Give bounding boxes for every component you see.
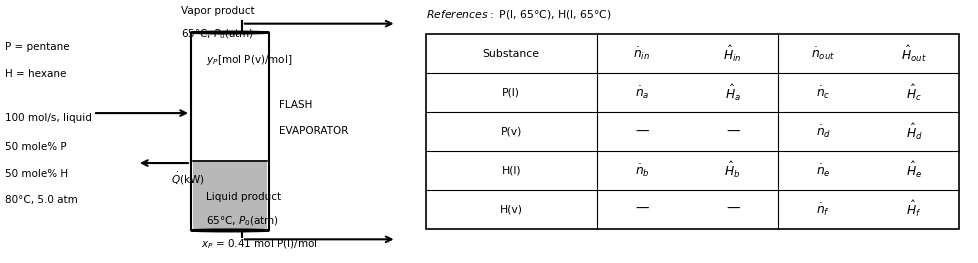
Text: H(l): H(l) bbox=[501, 165, 520, 175]
Text: $\hat{H}_{out}$: $\hat{H}_{out}$ bbox=[901, 44, 926, 64]
Text: $\dot{n}_f$: $\dot{n}_f$ bbox=[816, 201, 829, 218]
Text: P(v): P(v) bbox=[500, 127, 521, 136]
Text: H(v): H(v) bbox=[499, 204, 522, 214]
Text: FLASH: FLASH bbox=[279, 100, 312, 110]
Text: 50 mole% P: 50 mole% P bbox=[5, 142, 67, 152]
Text: $\dot{n}_d$: $\dot{n}_d$ bbox=[815, 123, 830, 140]
Text: $\it{References:}$ P(l, 65°C), H(l, 65°C): $\it{References:}$ P(l, 65°C), H(l, 65°C… bbox=[425, 8, 611, 21]
Ellipse shape bbox=[191, 32, 269, 34]
Text: 100 mol/s, liquid: 100 mol/s, liquid bbox=[5, 113, 92, 123]
Text: $\dot{n}_{in}$: $\dot{n}_{in}$ bbox=[633, 45, 649, 62]
Text: $\dot{n}_a$: $\dot{n}_a$ bbox=[634, 84, 648, 101]
Text: 65°C, $P_0$(atm): 65°C, $P_0$(atm) bbox=[205, 214, 279, 228]
Text: —: — bbox=[635, 202, 648, 216]
Text: P = pentane: P = pentane bbox=[5, 42, 69, 52]
Text: $\dot{n}_c$: $\dot{n}_c$ bbox=[816, 84, 829, 101]
Text: —: — bbox=[725, 124, 738, 139]
Text: 80°C, 5.0 atm: 80°C, 5.0 atm bbox=[5, 195, 77, 205]
Text: $\hat{H}_{in}$: $\hat{H}_{in}$ bbox=[723, 44, 741, 64]
Text: —: — bbox=[725, 202, 738, 216]
Text: $\hat{H}_d$: $\hat{H}_d$ bbox=[905, 122, 921, 141]
Text: $\dot{n}_b$: $\dot{n}_b$ bbox=[634, 162, 648, 179]
Bar bbox=[193, 160, 267, 229]
Text: H = hexane: H = hexane bbox=[5, 69, 67, 79]
Text: P(l): P(l) bbox=[502, 88, 519, 98]
Text: $\hat{H}_a$: $\hat{H}_a$ bbox=[724, 83, 740, 103]
Text: $y_P$[mol P(v)/mol]: $y_P$[mol P(v)/mol] bbox=[205, 53, 291, 68]
Text: 50 mole% H: 50 mole% H bbox=[5, 169, 67, 179]
Text: $x_P$ = 0.41 mol P(l)/mol: $x_P$ = 0.41 mol P(l)/mol bbox=[200, 238, 317, 251]
Text: $\hat{H}_b$: $\hat{H}_b$ bbox=[724, 160, 740, 180]
Ellipse shape bbox=[191, 229, 269, 231]
Bar bbox=[425, 34, 958, 229]
Text: $\dot{Q}$(kW): $\dot{Q}$(kW) bbox=[171, 171, 204, 187]
Bar bbox=[191, 33, 269, 230]
Text: $\dot{n}_{out}$: $\dot{n}_{out}$ bbox=[811, 45, 834, 62]
Text: $\hat{H}_e$: $\hat{H}_e$ bbox=[905, 160, 921, 180]
Text: $\hat{H}_c$: $\hat{H}_c$ bbox=[906, 83, 921, 103]
Text: $\dot{n}_e$: $\dot{n}_e$ bbox=[815, 162, 830, 179]
Text: Liquid product: Liquid product bbox=[205, 192, 281, 202]
Text: —: — bbox=[635, 124, 648, 139]
Text: 65°C, $P_0$(atm): 65°C, $P_0$(atm) bbox=[181, 27, 254, 41]
Text: $\hat{H}_f$: $\hat{H}_f$ bbox=[906, 199, 921, 219]
Text: Substance: Substance bbox=[482, 49, 539, 59]
Text: EVAPORATOR: EVAPORATOR bbox=[279, 127, 348, 136]
Text: Vapor product: Vapor product bbox=[181, 6, 254, 16]
